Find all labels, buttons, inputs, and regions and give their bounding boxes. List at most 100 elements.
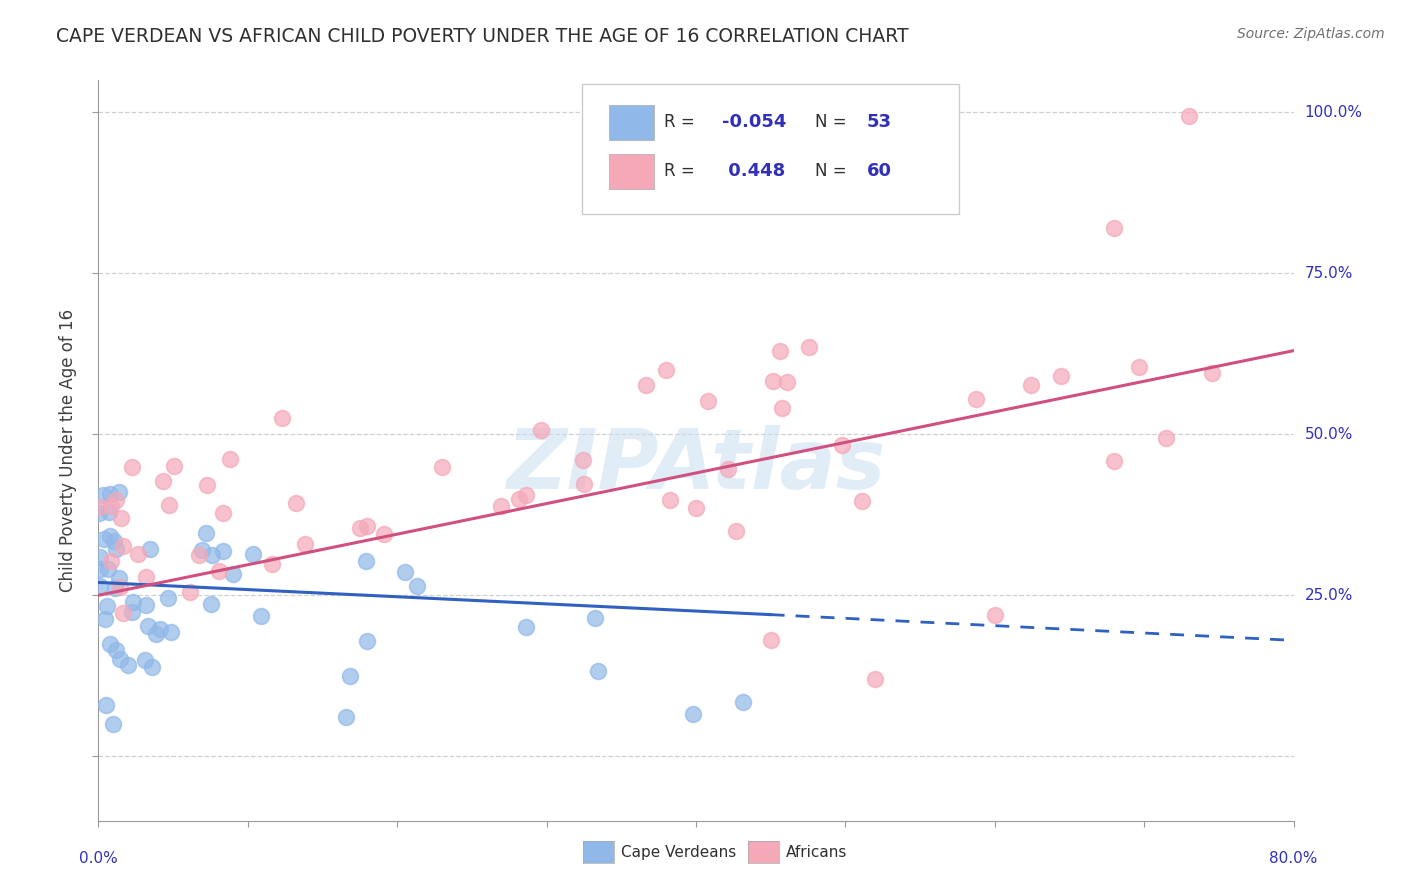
Point <box>87 507 110 521</box>
Text: 0.448: 0.448 <box>723 162 786 180</box>
Text: ZIPAtlas: ZIPAtlas <box>506 425 886 506</box>
Point <box>583 611 606 625</box>
Point <box>685 501 707 516</box>
Point <box>191 543 214 558</box>
Point <box>696 394 718 409</box>
Point <box>157 498 180 512</box>
Point <box>1201 367 1223 381</box>
Point <box>100 499 122 513</box>
Point <box>572 452 595 467</box>
Point <box>762 374 785 388</box>
Point <box>1104 221 1126 235</box>
Point <box>121 460 143 475</box>
Point <box>87 500 110 515</box>
Point <box>136 618 159 632</box>
Text: Cape Verdeans: Cape Verdeans <box>621 845 737 860</box>
Point <box>349 521 371 535</box>
Point <box>110 511 132 525</box>
Text: 80.0%: 80.0% <box>1270 851 1317 866</box>
Point <box>104 542 127 557</box>
Point <box>159 625 181 640</box>
Text: 53: 53 <box>868 113 891 131</box>
Point <box>1049 369 1071 384</box>
Point <box>731 695 754 709</box>
Point <box>89 578 111 592</box>
Point <box>373 527 395 541</box>
Point <box>194 526 217 541</box>
Point <box>682 706 704 721</box>
Point <box>724 524 747 538</box>
Point <box>489 499 512 513</box>
Point <box>208 564 231 578</box>
Text: CAPE VERDEAN VS AFRICAN CHILD POVERTY UNDER THE AGE OF 16 CORRELATION CHART: CAPE VERDEAN VS AFRICAN CHILD POVERTY UN… <box>56 27 908 45</box>
Text: -0.054: -0.054 <box>723 113 786 131</box>
Point <box>94 698 117 712</box>
Point <box>97 562 120 576</box>
Point <box>984 607 1007 622</box>
Point <box>965 392 987 406</box>
Point <box>100 637 122 651</box>
Point <box>212 544 235 558</box>
Point <box>776 375 799 389</box>
Point <box>515 619 537 633</box>
Point <box>187 548 209 562</box>
Point <box>1128 359 1150 374</box>
Point <box>716 462 738 476</box>
Point <box>658 493 681 508</box>
Point <box>797 340 820 354</box>
Point <box>96 599 118 613</box>
Point <box>97 505 120 519</box>
Point <box>108 571 131 585</box>
Point <box>508 492 530 507</box>
Point <box>104 581 127 595</box>
Text: N =: N = <box>815 113 852 131</box>
Point <box>145 627 167 641</box>
Point <box>222 567 245 582</box>
Point <box>865 672 887 686</box>
Point <box>406 578 429 592</box>
Point <box>430 459 453 474</box>
Point <box>135 599 157 613</box>
Point <box>134 570 156 584</box>
Point <box>260 557 283 571</box>
Text: 50.0%: 50.0% <box>1305 427 1353 442</box>
Point <box>108 580 131 594</box>
Point <box>98 486 121 500</box>
Point <box>105 492 128 507</box>
Point <box>201 548 224 562</box>
Point <box>94 612 117 626</box>
Text: Africans: Africans <box>786 845 848 860</box>
Text: 25.0%: 25.0% <box>1305 588 1353 603</box>
Point <box>89 549 111 564</box>
Text: Source: ZipAtlas.com: Source: ZipAtlas.com <box>1237 27 1385 41</box>
FancyBboxPatch shape <box>609 153 654 189</box>
Point <box>586 664 609 678</box>
Point <box>152 474 174 488</box>
Text: R =: R = <box>664 113 700 131</box>
Point <box>634 377 657 392</box>
Point <box>107 485 129 500</box>
FancyBboxPatch shape <box>609 104 654 140</box>
Text: R =: R = <box>664 162 700 180</box>
Point <box>134 653 156 667</box>
Point <box>530 423 553 437</box>
Point <box>335 710 357 724</box>
Point <box>294 537 316 551</box>
Point <box>195 478 218 492</box>
Point <box>200 597 222 611</box>
Y-axis label: Child Poverty Under the Age of 16: Child Poverty Under the Age of 16 <box>59 309 77 592</box>
Point <box>1102 454 1125 468</box>
Point <box>249 608 271 623</box>
Text: N =: N = <box>815 162 852 180</box>
Point <box>100 554 122 568</box>
Point <box>356 519 378 533</box>
Point <box>1178 109 1201 123</box>
Point <box>149 622 172 636</box>
Text: 60: 60 <box>868 162 891 180</box>
Point <box>851 494 873 508</box>
Point <box>103 533 125 548</box>
FancyBboxPatch shape <box>582 84 959 213</box>
Point <box>163 459 186 474</box>
Point <box>111 607 134 621</box>
Point <box>103 717 125 731</box>
